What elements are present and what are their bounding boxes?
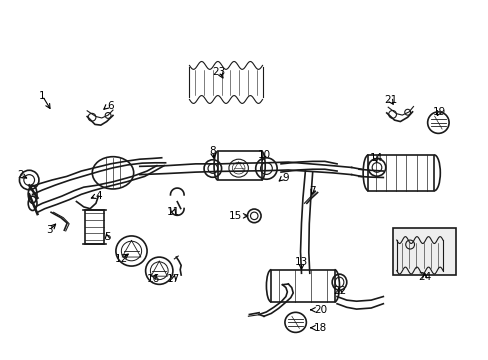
Text: 11: 11 xyxy=(167,207,180,217)
Text: 19: 19 xyxy=(432,107,445,117)
Bar xyxy=(392,228,455,275)
Text: 3: 3 xyxy=(46,225,53,235)
Text: 1: 1 xyxy=(39,91,45,101)
Text: 8: 8 xyxy=(209,146,216,156)
Text: 14: 14 xyxy=(368,153,382,163)
Text: 23: 23 xyxy=(212,67,225,77)
Text: 24: 24 xyxy=(417,272,430,282)
Text: 7: 7 xyxy=(309,186,315,196)
Bar xyxy=(271,270,334,302)
Bar xyxy=(217,151,261,180)
Bar xyxy=(85,210,103,244)
Text: 18: 18 xyxy=(313,323,327,333)
Text: 13: 13 xyxy=(294,257,307,267)
Text: 16: 16 xyxy=(146,274,160,284)
Text: 6: 6 xyxy=(107,102,114,112)
Text: 2: 2 xyxy=(17,170,24,180)
Text: 9: 9 xyxy=(282,173,288,183)
Bar xyxy=(368,155,433,191)
Text: 20: 20 xyxy=(313,305,326,315)
Text: 21: 21 xyxy=(383,95,396,105)
Text: 4: 4 xyxy=(96,191,102,201)
Text: 17: 17 xyxy=(167,274,180,284)
Text: 10: 10 xyxy=(257,150,270,160)
Text: 12: 12 xyxy=(115,254,128,264)
Text: 5: 5 xyxy=(103,232,110,242)
Text: 22: 22 xyxy=(332,286,346,296)
Text: 15: 15 xyxy=(228,211,242,221)
